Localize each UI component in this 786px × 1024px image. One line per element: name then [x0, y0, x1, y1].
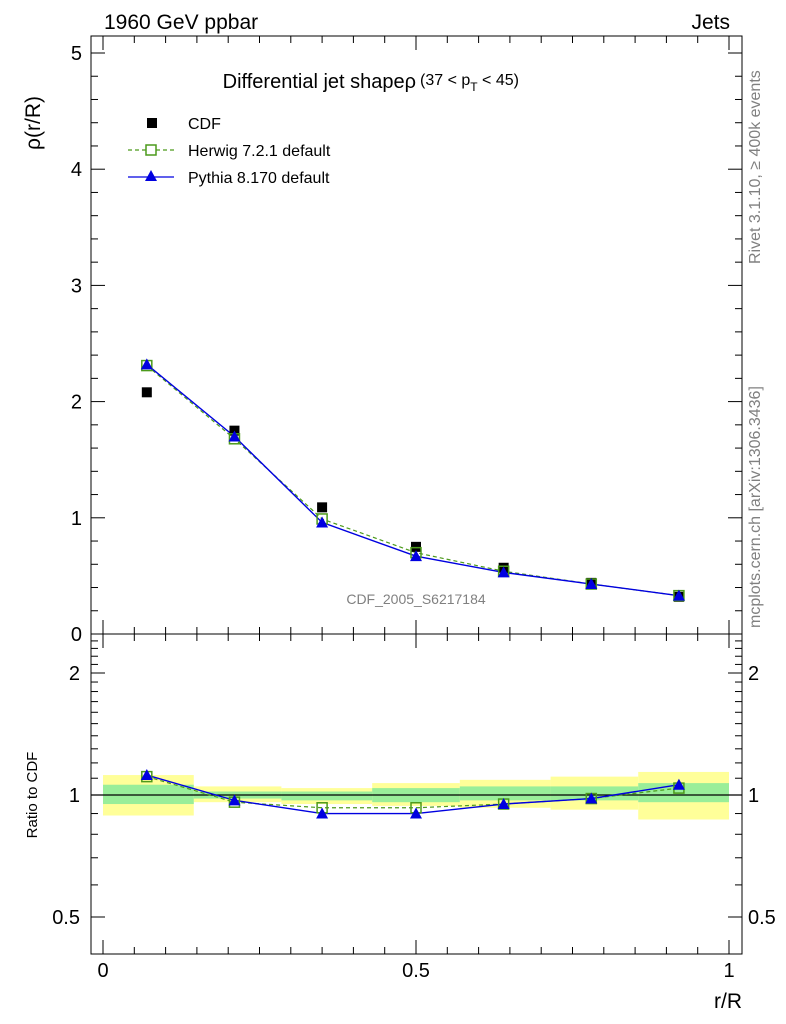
y-tick-label-main: 2 — [71, 392, 82, 414]
pythia-point — [497, 566, 510, 578]
header-right: Jets — [691, 11, 730, 34]
ratio-pythia-point — [585, 792, 598, 804]
legend: CDF Herwig 7.2.1 default Pythia 8.170 de… — [128, 116, 331, 187]
y-axis-label-main: ρ(r/R) — [22, 96, 45, 150]
uncertainty-band-inner — [459, 786, 551, 801]
ratio-pythia-point — [672, 778, 685, 790]
pythia-point — [316, 516, 329, 528]
legend-marker-herwig — [145, 144, 157, 156]
legend-marker-pythia — [145, 170, 157, 181]
y-tick-label-ratio-right: 0.5 — [748, 907, 776, 929]
ratio-frame — [90, 633, 743, 955]
y-tick-label-ratio-right: 2 — [748, 663, 759, 685]
y-tick-label-main: 0 — [71, 624, 82, 646]
chart-subtitle: (37 < pT < 45) — [420, 72, 519, 94]
pythia-point — [585, 578, 598, 590]
pythia-point — [228, 430, 241, 442]
pythia-point — [672, 589, 685, 601]
ratio-pythia-point — [410, 807, 422, 819]
y-tick-label-ratio-right: 1 — [748, 785, 759, 807]
pythia-point — [140, 358, 153, 370]
legend-label-cdf: CDF — [188, 116, 221, 133]
cdf-point — [411, 541, 421, 552]
uncertainty-band-inner — [103, 784, 194, 805]
x-axis-label: r/R — [714, 990, 742, 1013]
cdf-point — [317, 502, 328, 513]
chart-title: Differential jet shapeρ — [223, 71, 416, 93]
legend-label-herwig: Herwig 7.2.1 default — [188, 143, 331, 160]
y-tick-label-ratio: 1 — [69, 785, 80, 807]
ratio-pythia-point — [316, 807, 329, 819]
y-tick-label-main: 1 — [71, 508, 82, 530]
y-tick-label-main: 5 — [71, 43, 82, 65]
y-tick-label-ratio: 0.5 — [52, 907, 80, 929]
x-tick-label: 1 — [723, 960, 734, 982]
y-axis-label-ratio: Ratio to CDF — [24, 752, 41, 839]
header-left: 1960 GeV ppbar — [104, 11, 258, 34]
rivet-label: Rivet 3.1.10, ≥ 400k events — [747, 70, 764, 264]
y-tick-label-main: 4 — [71, 159, 82, 181]
legend-marker-cdf — [147, 118, 157, 128]
ratio-panel: 0.5 0.5 1 1 2 2 0 0.5 1 — [52, 633, 776, 982]
mcplots-label: mcplots.cern.ch [arXiv:1306.3436] — [747, 386, 764, 628]
x-tick-label: 0 — [97, 960, 108, 982]
x-tick-label: 0.5 — [402, 960, 430, 982]
ratio-pythia-point — [497, 798, 510, 810]
cdf-point — [141, 387, 152, 398]
y-tick-label-ratio: 2 — [69, 663, 80, 685]
y-tick-label-main: 3 — [71, 275, 82, 297]
pythia-point — [410, 550, 422, 562]
ratio-pythia-point — [140, 769, 153, 781]
ratio-pythia-point — [228, 794, 241, 806]
watermark: CDF_2005_S6217184 — [346, 591, 486, 607]
uncertainty-band-inner — [281, 791, 373, 801]
legend-label-pythia: Pythia 8.170 default — [188, 170, 330, 187]
main-panel: 0 1 2 3 4 5 — [71, 35, 743, 646]
